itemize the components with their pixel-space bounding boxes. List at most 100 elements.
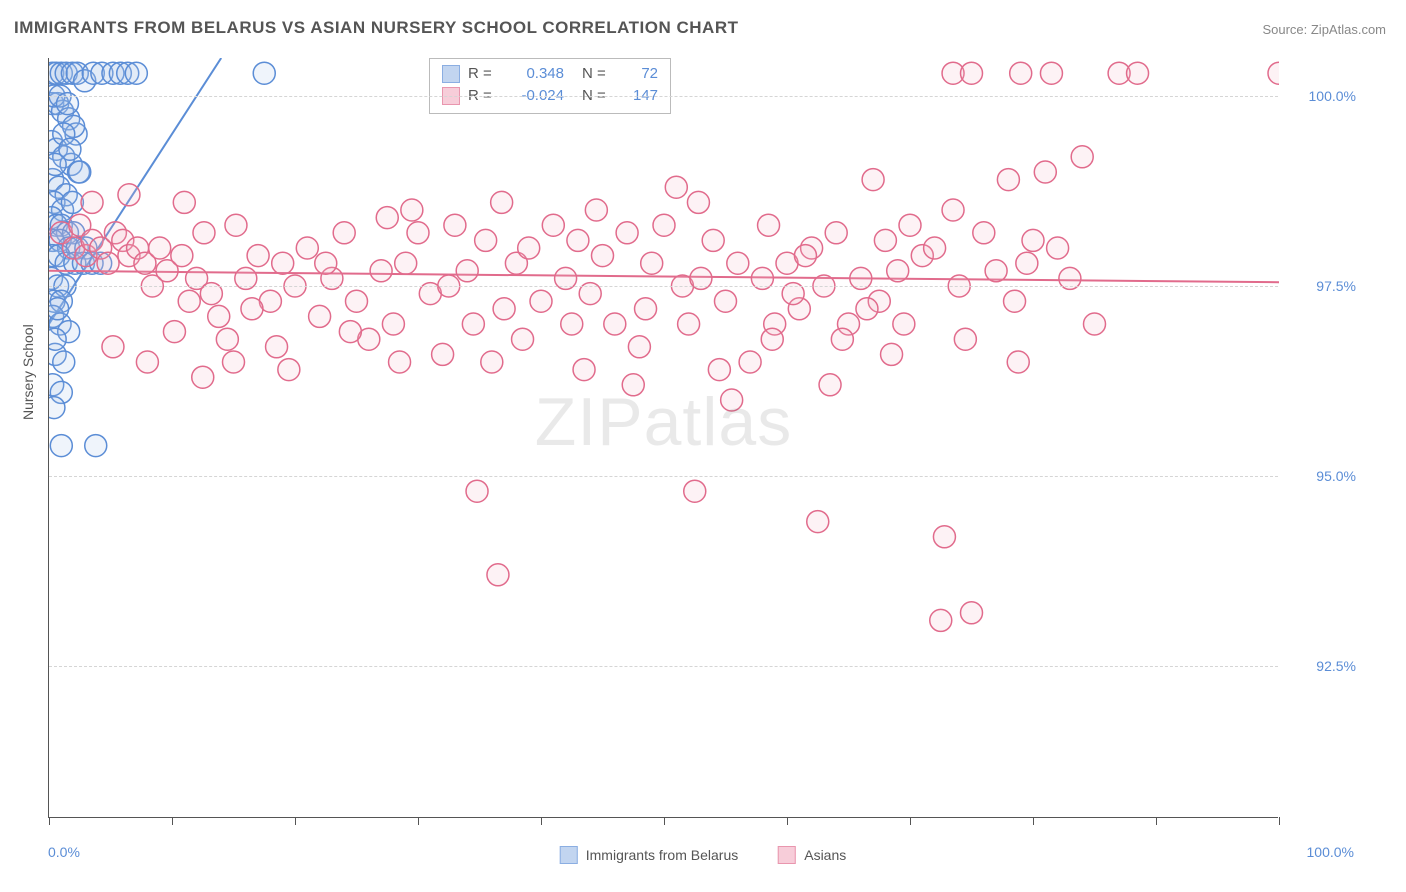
data-point — [862, 169, 884, 191]
data-point — [296, 237, 318, 259]
data-point — [653, 214, 675, 236]
data-point — [50, 435, 72, 457]
data-point — [462, 313, 484, 335]
data-point — [163, 321, 185, 343]
data-point — [985, 260, 1007, 282]
data-point — [192, 366, 214, 388]
data-point — [309, 305, 331, 327]
data-point — [997, 169, 1019, 191]
scatter-svg — [49, 58, 1279, 818]
y-axis-label: 97.5% — [1316, 278, 1356, 294]
data-point — [466, 480, 488, 502]
stat-label: R = — [468, 63, 496, 85]
data-point — [346, 290, 368, 312]
legend-swatch — [560, 846, 578, 864]
x-tick — [1033, 817, 1034, 825]
data-point — [493, 298, 515, 320]
data-point — [173, 191, 195, 213]
data-point — [389, 351, 411, 373]
data-point — [881, 343, 903, 365]
data-point — [475, 229, 497, 251]
x-tick — [295, 817, 296, 825]
data-point — [739, 351, 761, 373]
data-point — [69, 161, 91, 183]
gridline — [49, 476, 1278, 477]
data-point — [1268, 62, 1279, 84]
data-point — [97, 252, 119, 274]
legend-swatch — [442, 65, 460, 83]
data-point — [678, 313, 700, 335]
data-point — [370, 260, 392, 282]
data-point — [721, 389, 743, 411]
data-point — [1040, 62, 1062, 84]
data-point — [223, 351, 245, 373]
data-point — [616, 222, 638, 244]
data-point — [487, 564, 509, 586]
data-point — [395, 252, 417, 274]
data-point — [893, 313, 915, 335]
data-point — [1071, 146, 1093, 168]
data-point — [102, 336, 124, 358]
data-point — [933, 526, 955, 548]
trend-line — [49, 271, 1279, 282]
x-tick — [787, 817, 788, 825]
data-point — [831, 328, 853, 350]
source-attribution: Source: ZipAtlas.com — [1262, 22, 1386, 37]
data-point — [339, 321, 361, 343]
data-point — [924, 237, 946, 259]
data-point — [253, 62, 275, 84]
data-point — [333, 222, 355, 244]
data-point — [376, 207, 398, 229]
data-point — [899, 214, 921, 236]
data-point — [758, 214, 780, 236]
data-point — [794, 245, 816, 267]
data-point — [573, 359, 595, 381]
data-point — [481, 351, 503, 373]
data-point — [53, 351, 75, 373]
stat-label: N = — [582, 63, 610, 85]
data-point — [1047, 237, 1069, 259]
gridline — [49, 286, 1278, 287]
data-point — [225, 214, 247, 236]
data-point — [49, 397, 65, 419]
data-point — [856, 298, 878, 320]
stat-n-value: 72 — [618, 63, 658, 85]
data-point — [491, 191, 513, 213]
data-point — [604, 313, 626, 335]
data-point — [407, 222, 429, 244]
data-point — [665, 176, 687, 198]
stats-legend-box: R =0.348N =72R =-0.024N =147 — [429, 58, 671, 114]
data-point — [136, 351, 158, 373]
data-point — [641, 252, 663, 274]
data-point — [961, 62, 983, 84]
data-point — [456, 260, 478, 282]
data-point — [85, 435, 107, 457]
x-tick — [49, 817, 50, 825]
x-tick — [910, 817, 911, 825]
x-tick — [664, 817, 665, 825]
data-point — [819, 374, 841, 396]
data-point — [49, 153, 66, 175]
data-point — [684, 480, 706, 502]
data-point — [49, 328, 66, 350]
data-point — [1004, 290, 1026, 312]
data-point — [382, 313, 404, 335]
stats-row: R =0.348N =72 — [442, 63, 658, 85]
x-tick — [541, 817, 542, 825]
data-point — [432, 343, 454, 365]
data-point — [887, 260, 909, 282]
data-point — [518, 237, 540, 259]
legend-swatch — [778, 846, 796, 864]
data-point — [1016, 252, 1038, 274]
x-tick — [418, 817, 419, 825]
data-point — [542, 214, 564, 236]
data-point — [1034, 161, 1056, 183]
data-point — [266, 336, 288, 358]
data-point — [401, 199, 423, 221]
data-point — [49, 298, 69, 320]
data-point — [1084, 313, 1106, 335]
data-point — [171, 245, 193, 267]
data-point — [1010, 62, 1032, 84]
data-point — [561, 313, 583, 335]
data-point — [530, 290, 552, 312]
